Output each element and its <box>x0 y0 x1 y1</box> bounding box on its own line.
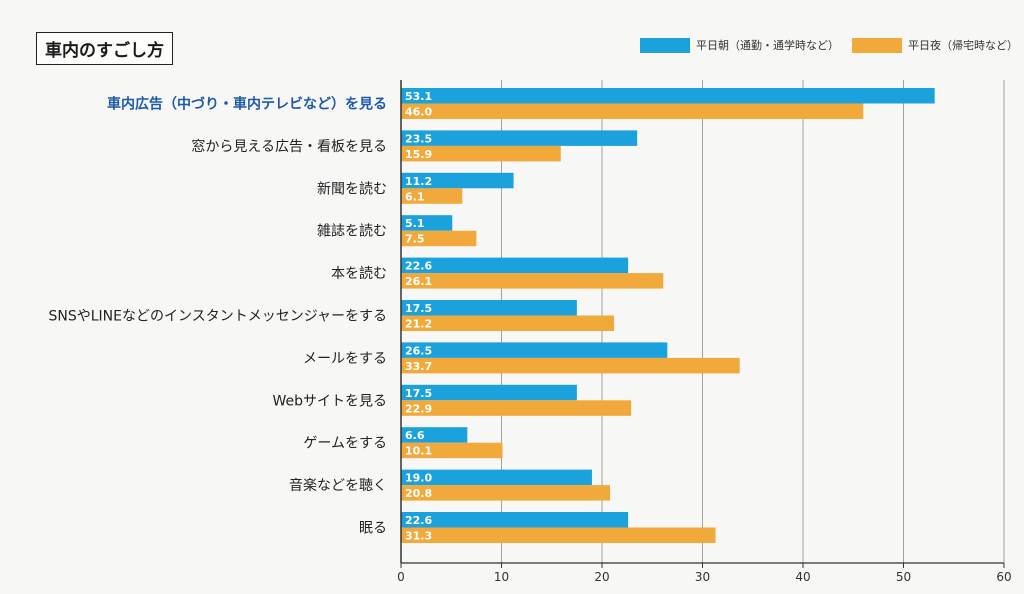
value-label-evening-9: 20.8 <box>405 487 432 500</box>
category-label-0: 車内広告（中づり・車内テレビなど）を見る <box>107 96 387 113</box>
legend-item-morning: 平日朝（通勤・通学時など） <box>640 37 839 53</box>
category-label-10: 眠る <box>359 521 387 537</box>
value-label-evening-2: 6.1 <box>405 190 425 203</box>
value-label-evening-7: 22.9 <box>405 402 432 415</box>
legend-swatch-morning <box>640 37 690 53</box>
value-label-morning-10: 22.6 <box>405 514 432 527</box>
bar-morning-1 <box>401 130 638 146</box>
bar-evening-8 <box>401 442 503 459</box>
value-label-morning-3: 5.1 <box>405 217 425 230</box>
bar-morning-8 <box>401 427 468 443</box>
category-label-3: 雑誌を読む <box>317 223 387 240</box>
bar-morning-6 <box>401 342 668 358</box>
legend-label-morning: 平日朝（通勤・通学時など） <box>696 39 839 52</box>
value-label-evening-1: 15.9 <box>405 148 432 161</box>
bar-evening-9 <box>401 485 611 501</box>
chart-title: 車内のすごし方 <box>36 32 173 65</box>
bar-morning-4 <box>401 257 629 274</box>
value-label-morning-5: 17.5 <box>405 302 432 315</box>
value-label-evening-5: 21.2 <box>405 318 432 331</box>
category-label-1: 窓から見える広告・看板を見る <box>191 138 387 155</box>
bar-evening-6 <box>401 357 740 374</box>
bar-evening-3 <box>401 230 477 247</box>
bar-morning-10 <box>401 512 629 528</box>
x-tick-label-3: 30 <box>695 570 710 584</box>
value-label-morning-1: 23.5 <box>405 132 432 145</box>
x-tick-label-4: 40 <box>795 570 810 584</box>
bar-evening-2 <box>401 188 463 204</box>
bar-evening-0 <box>401 103 864 119</box>
value-label-morning-6: 26.5 <box>405 344 432 357</box>
value-label-morning-9: 19.0 <box>405 472 432 485</box>
value-label-morning-4: 22.6 <box>405 260 432 273</box>
bar-morning-2 <box>401 172 514 189</box>
value-label-evening-4: 26.1 <box>405 275 432 288</box>
bar-morning-3 <box>401 215 453 231</box>
value-label-evening-3: 7.5 <box>405 233 425 246</box>
bar-evening-10 <box>401 527 716 543</box>
bar-morning-0 <box>401 88 935 104</box>
bar-evening-4 <box>401 273 664 289</box>
category-label-6: メールをする <box>303 351 387 367</box>
value-label-evening-6: 33.7 <box>405 360 432 373</box>
category-label-5: SNSやLINEなどのインスタントメッセンジャーをする <box>48 309 387 325</box>
bar-morning-7 <box>401 384 577 401</box>
bar-morning-5 <box>401 300 577 316</box>
category-label-9: 音楽などを聴く <box>289 477 387 494</box>
category-label-2: 新聞を読む <box>317 180 387 197</box>
category-label-7: Webサイトを見る <box>272 393 387 409</box>
x-tick-label-1: 10 <box>494 570 509 584</box>
bar-evening-5 <box>401 315 615 331</box>
x-tick-label-0: 0 <box>397 570 405 584</box>
x-tick-label-5: 50 <box>896 570 911 584</box>
bar-evening-1 <box>401 145 561 162</box>
value-label-morning-8: 6.6 <box>405 429 425 442</box>
bar-morning-9 <box>401 469 592 486</box>
legend-label-evening: 平日夜（帰宅時など） <box>908 39 1018 52</box>
value-label-evening-8: 10.1 <box>405 445 432 458</box>
category-label-8: ゲームをする <box>303 436 387 452</box>
legend-item-evening: 平日夜（帰宅時など） <box>852 37 1018 53</box>
legend-swatch-evening <box>852 37 902 53</box>
x-tick-label-6: 60 <box>996 570 1011 584</box>
value-label-evening-0: 46.0 <box>405 106 432 119</box>
value-label-morning-2: 11.2 <box>405 175 432 188</box>
bar-evening-7 <box>401 400 632 416</box>
value-label-evening-10: 31.3 <box>405 530 432 543</box>
x-tick-label-2: 20 <box>594 570 609 584</box>
category-label-4: 本を読む <box>331 265 387 282</box>
value-label-morning-0: 53.1 <box>405 90 432 103</box>
value-label-morning-7: 17.5 <box>405 387 432 400</box>
